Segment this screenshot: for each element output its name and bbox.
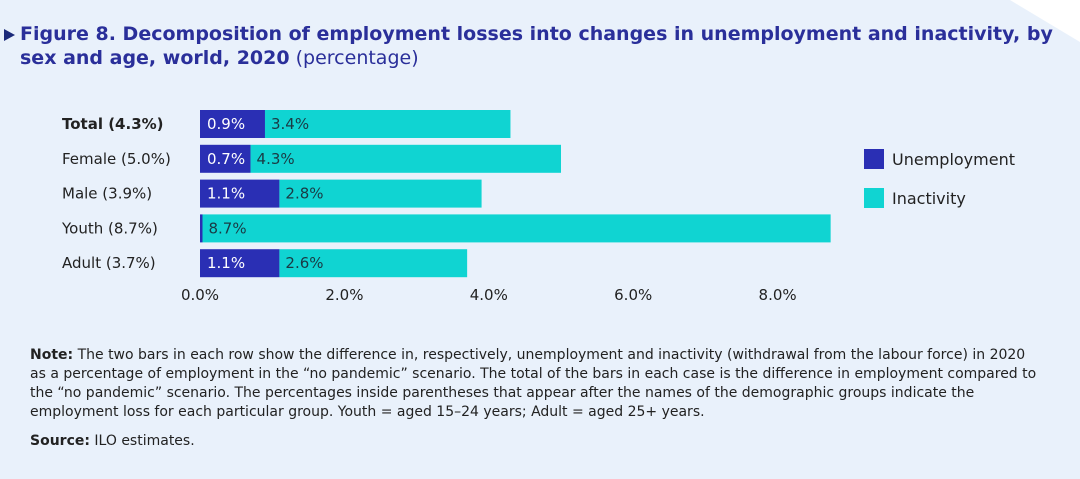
bar-inactivity: [250, 144, 562, 173]
data-label-unemployment: 0.7%: [207, 150, 245, 168]
category-label: Female (5.0%): [62, 150, 171, 168]
bar-inactivity: [279, 179, 482, 208]
bar-inactivity: [264, 110, 511, 138]
category-label: Total (4.3%): [62, 115, 164, 133]
note-text: The two bars in each row show the differ…: [30, 347, 1037, 420]
data-label-unemployment: 0.9%: [207, 115, 245, 133]
legend-label-unemployment: Unemployment: [892, 149, 1015, 169]
legend-item-inactivity: Inactivity: [864, 187, 1015, 209]
legend-item-unemployment: Unemployment: [864, 148, 1015, 170]
legend-swatch-inactivity: [864, 188, 884, 208]
x-tick-label: 2.0%: [325, 286, 363, 304]
data-label-inactivity: 4.3%: [257, 150, 295, 168]
x-tick-label: 6.0%: [614, 286, 652, 304]
bar-inactivity: [202, 214, 831, 243]
title-unit: (percentage): [295, 47, 419, 69]
bar-unemployment: [200, 214, 203, 243]
figure-title: Figure 8. Decomposition of employment lo…: [4, 22, 1080, 70]
data-label-inactivity: 2.6%: [285, 254, 323, 272]
corner-decoration: [1010, 0, 1080, 42]
title-arrow-icon: [4, 29, 15, 41]
legend: Unemployment Inactivity: [864, 148, 1015, 226]
stacked-bar-chart: Total (4.3%) 0.9% 3.4% Female (5.0%) 0.7% 4.3…: [61, 110, 831, 304]
bar-unemployment: [200, 249, 280, 278]
legend-swatch-unemployment: [864, 149, 884, 169]
x-tick-label: 0.0%: [181, 286, 219, 304]
legend-label-inactivity: Inactivity: [892, 188, 966, 208]
x-tick-label: 4.0%: [470, 286, 508, 304]
bar-unemployment: [200, 110, 265, 138]
title-text: Figure 8. Decomposition of employment lo…: [20, 23, 1053, 69]
bar-unemployment: [200, 144, 251, 173]
source-text: ILO estimates.: [89, 433, 195, 449]
chart-note: Note: The two bars in each row show the …: [30, 346, 1040, 422]
data-label-inactivity: 3.4%: [271, 115, 309, 133]
category-label: Adult (3.7%): [62, 254, 156, 272]
source-label: Source:: [30, 433, 90, 449]
chart-source: Source: ILO estimates.: [30, 433, 195, 449]
data-label-unemployment: 1.1%: [207, 254, 245, 272]
category-label: Youth (8.7%): [61, 219, 158, 237]
data-label-inactivity: 2.8%: [285, 185, 323, 203]
x-tick-label: 8.0%: [759, 286, 797, 304]
bar-inactivity: [279, 249, 468, 278]
category-label: Male (3.9%): [62, 185, 152, 203]
bar-unemployment: [200, 179, 280, 208]
note-label: Note:: [30, 347, 74, 363]
data-label-inactivity: 8.7%: [209, 219, 247, 237]
data-label-unemployment: 1.1%: [207, 185, 245, 203]
